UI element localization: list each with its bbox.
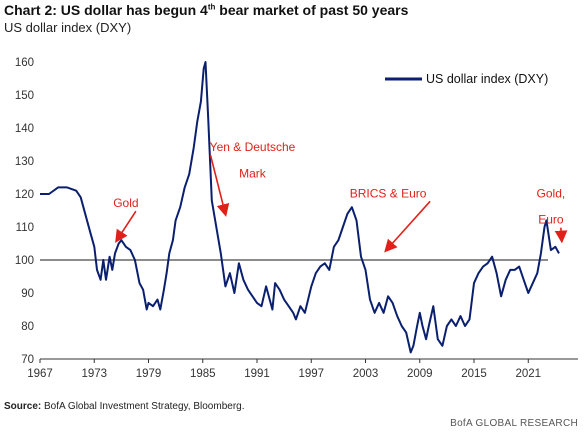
x-tick-label-2009: 2009 <box>407 368 433 380</box>
x-tick-label-1967: 1967 <box>27 368 53 380</box>
legend-label-dxy: US dollar index (DXY) <box>426 72 548 86</box>
x-tick-label-1991: 1991 <box>244 368 270 380</box>
x-tick-label-2021: 2021 <box>515 368 541 380</box>
annotation-arrow-5 <box>554 227 568 244</box>
footer-research: BofA GLOBAL RESEARCH <box>450 418 578 429</box>
x-tick-label-2003: 2003 <box>353 368 379 380</box>
annotation-text-4: Gold, <box>537 186 566 200</box>
annotation-text-3: BRICS & Euro <box>350 186 427 200</box>
chart-subtitle: US dollar index (DXY) <box>4 20 132 35</box>
source-note: Source: BofA Global Investment Strategy,… <box>4 401 245 412</box>
y-tick-label-90: 90 <box>21 288 34 300</box>
annotation-text-2: Mark <box>239 167 267 181</box>
x-tick-label-1979: 1979 <box>136 368 162 380</box>
y-tick-label-130: 130 <box>15 156 34 168</box>
y-tick-label-160: 160 <box>15 57 34 69</box>
y-tick-label-120: 120 <box>15 189 34 201</box>
annotation-arrow-0 <box>115 210 137 243</box>
y-tick-label-70: 70 <box>21 354 34 366</box>
y-tick-label-150: 150 <box>15 90 34 102</box>
y-tick-label-140: 140 <box>15 123 34 135</box>
annotation-text-0: Gold <box>113 196 138 210</box>
annotation-text-5: Euro <box>538 213 564 227</box>
annotation-text-1: Yen & Deutsche <box>210 140 296 154</box>
x-tick-label-1997: 1997 <box>298 368 324 380</box>
chart-title: Chart 2: US dollar has begun 4th bear ma… <box>4 2 409 18</box>
annotation-arrow-1 <box>209 154 230 217</box>
y-tick-label-80: 80 <box>21 321 34 333</box>
x-tick-label-1985: 1985 <box>190 368 216 380</box>
series-line-dxy <box>40 61 560 354</box>
y-tick-label-110: 110 <box>16 222 34 234</box>
x-tick-label-1973: 1973 <box>81 368 107 380</box>
y-tick-label-100: 100 <box>15 255 34 267</box>
annotation-arrow-3 <box>384 200 431 253</box>
x-tick-label-2015: 2015 <box>461 368 487 380</box>
